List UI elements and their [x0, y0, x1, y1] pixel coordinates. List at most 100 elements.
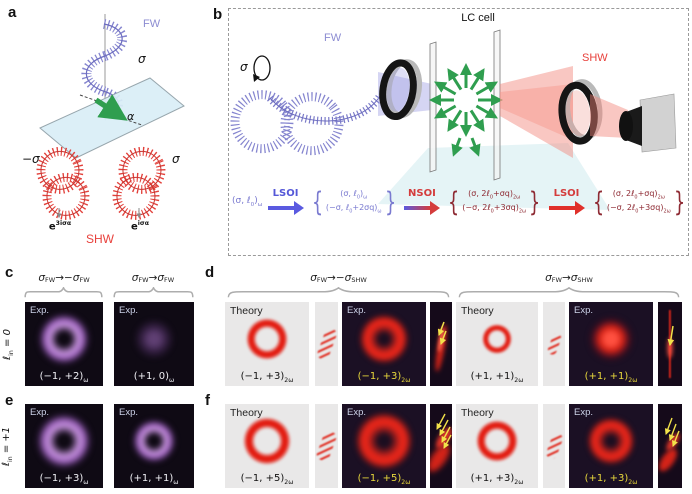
lsoi-label: LSOI	[272, 188, 299, 199]
theory-ring	[246, 318, 288, 360]
fringes-arrows-icon	[435, 321, 447, 372]
mode-label: (+1, +3)2ω	[584, 473, 638, 486]
sigma-label: σ	[138, 52, 146, 66]
lens-icon	[379, 59, 423, 121]
spin-orbit-schematic	[36, 14, 185, 220]
theory-image-tile: Theory (−1, +3)2ω	[225, 302, 309, 386]
fw-label: FW	[324, 32, 342, 44]
eq-group-1: { (σ, ℓ0)ω (−σ, ℓ0+2σq)ω }	[311, 186, 396, 218]
beam-profile-donut	[131, 418, 177, 464]
lsoi-arrow-2: LSOI	[548, 189, 585, 215]
tile-tag: Exp.	[30, 407, 50, 418]
d-header-1: σ FW →−σ SHW	[310, 272, 367, 284]
group-brace-icon	[225, 287, 452, 298]
beam-profile-donut	[587, 417, 635, 465]
fringes-icon	[315, 326, 338, 362]
interferogram-strip	[543, 302, 565, 386]
alpha-label: α	[127, 110, 135, 123]
interferogram-strip	[430, 302, 452, 386]
group-brace-icon	[456, 287, 682, 298]
phase-factor-right: eiσα	[131, 220, 149, 233]
panel-e-letter: e	[5, 392, 14, 409]
mode-label: (−1, +3)2ω	[357, 371, 411, 384]
panel-d-letter: d	[205, 264, 215, 281]
nsoi-label: NSOI	[408, 188, 436, 199]
mode-label: (+1, 0)ω	[133, 371, 175, 384]
tile-tag: Exp.	[347, 407, 367, 418]
director-axis-dash	[123, 118, 143, 126]
rotation-arrow-icon	[253, 55, 271, 82]
tile-tag: Theory	[461, 305, 494, 317]
theory-ring	[476, 420, 518, 462]
shw-beam	[500, 66, 573, 158]
sigma-minus-label: −σ	[22, 152, 40, 166]
interferogram-strip	[543, 404, 565, 488]
spin-orbit-equation: (σ, ℓ0)ω LSOI { (σ, ℓ0)ω (−σ, ℓ0+2σq)ω }…	[230, 176, 690, 228]
fringes-arrows-icon	[667, 310, 675, 378]
interferogram-strip	[658, 404, 682, 488]
eq-group-2: { (σ, 2ℓ0+σq)2ω (−σ, 2ℓ0+3σq)2ω }	[448, 186, 541, 218]
tile-tag: Exp.	[30, 305, 50, 316]
exp-image-tile: Exp. (−1, +3)2ω	[342, 302, 426, 386]
lc-cell-plate-front	[429, 41, 437, 173]
shw-beam-focused	[590, 94, 628, 138]
fw-label: FW	[143, 18, 161, 30]
theory-ring	[482, 324, 512, 354]
tile-tag: Exp.	[574, 305, 594, 316]
panel-b-frame	[228, 8, 689, 256]
exp-image-tile: Exp. (−1, +3)ω	[25, 404, 103, 488]
tile-tag: Theory	[230, 407, 263, 419]
tile-tag: Exp.	[119, 407, 139, 418]
beam-profile-spot	[132, 317, 176, 361]
lens-icon	[558, 79, 603, 145]
mode-label: (+1, +1)2ω	[584, 371, 638, 384]
lc-cell-title: LC cell	[461, 12, 495, 24]
exp-image-tile: Exp. (+1, 0)ω	[114, 302, 194, 386]
eq-group2-bottom: (−σ, 2ℓ0+3σq)2ω	[462, 203, 527, 215]
beam-profile-donut	[359, 314, 409, 364]
sigma-plus-label: σ	[172, 152, 180, 166]
row-label-lin1: ℓin = +1	[1, 426, 15, 466]
beam-profile-donut	[37, 312, 91, 366]
interferogram-strip	[430, 404, 452, 488]
lc-cell-plate-back	[493, 29, 501, 181]
fringes-arrows-icon	[659, 417, 680, 472]
mode-label: (−1, +3)2ω	[240, 371, 294, 384]
eq-group1-bottom: (−σ, ℓ0+2σq)ω	[325, 203, 382, 215]
c-header-1: σ FW →−σ FW	[38, 272, 90, 284]
phase-factor-left: e3iσα	[48, 220, 72, 233]
tile-tag: Exp.	[574, 407, 594, 418]
nsoi-arrow: NSOI	[403, 188, 440, 215]
eq-group-3: { (σ, 2ℓ0+σq)2ω (−σ, 2ℓ0+3σq)2ω }	[592, 186, 685, 218]
beam-profile-donut	[35, 412, 93, 470]
exp-image-tile: Exp. (+1, +3)2ω	[569, 404, 653, 488]
fw-helix-icon	[230, 90, 384, 156]
lsoi-arrow-1: LSOI	[267, 188, 304, 215]
fringes-icon	[546, 332, 562, 356]
group-brace-icon	[113, 287, 194, 298]
camera-icon	[619, 93, 677, 153]
panel-f-letter: f	[205, 392, 210, 409]
exp-image-tile: Exp. (+1, +1)2ω	[569, 302, 653, 386]
theory-image-tile: Theory (+1, +1)2ω	[456, 302, 538, 386]
fringes-icon	[315, 429, 338, 463]
sigma-in-label: σ	[240, 60, 248, 74]
mode-label: (−1, +5)2ω	[357, 473, 411, 486]
theory-ring	[243, 417, 291, 465]
c-header-2: σ FW →σ FW	[131, 272, 175, 284]
lc-director-field	[429, 63, 503, 157]
fringes-icon	[544, 431, 564, 461]
shw-label: SHW	[582, 52, 608, 64]
beam-profile-spot	[587, 315, 635, 363]
group-brace-icon	[24, 287, 103, 298]
mode-label: (+1, +1)ω	[129, 473, 179, 486]
tile-tag: Exp.	[347, 305, 367, 316]
panel-a-letter: a	[8, 4, 17, 21]
interferogram-strip	[658, 302, 682, 386]
blue-arrow-icon	[267, 201, 304, 215]
gradient-arrow-icon	[403, 201, 440, 215]
shw-beam-core	[500, 84, 573, 140]
mode-label: (+1, +1)2ω	[470, 371, 524, 384]
eq-group3-bottom: (−σ, 2ℓ0+3σq)2ω	[606, 203, 671, 215]
